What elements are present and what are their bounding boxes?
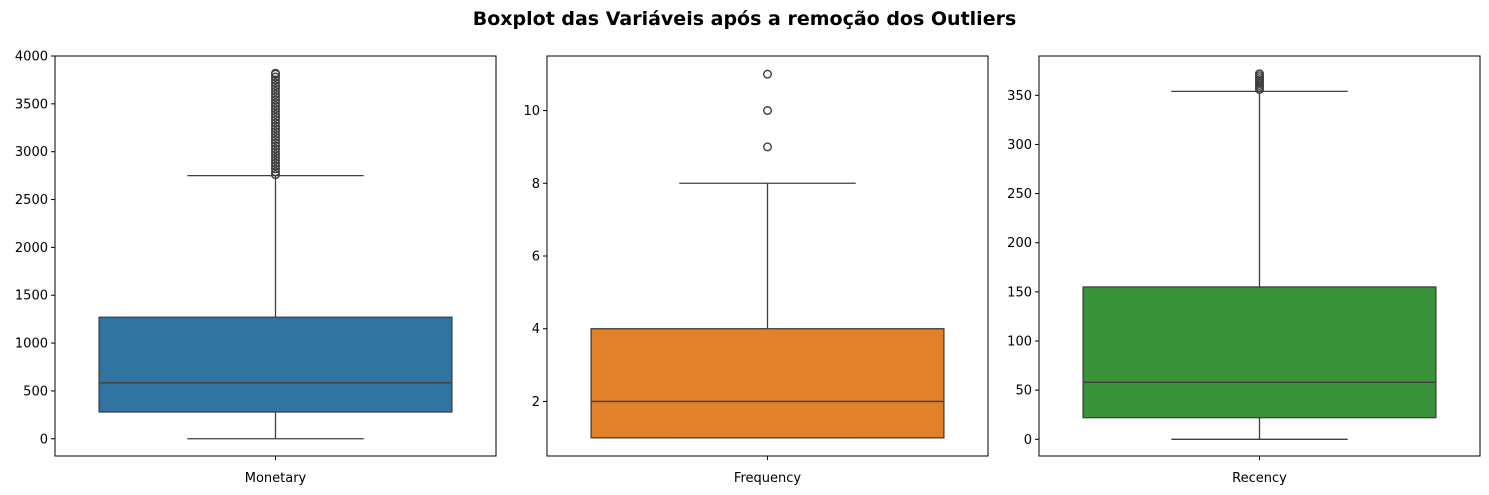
outlier-point: [271, 161, 281, 171]
outlier-point: [271, 170, 281, 180]
subplot-recency: 0 50 100 150 200 250 300 350 Recency: [1007, 55, 1481, 486]
outlier-point: [271, 104, 281, 114]
outlier-point: [1254, 69, 1264, 79]
outlier-point: [271, 129, 281, 139]
outlier-point: [271, 98, 281, 108]
figure-title: Boxplot das Variáveis após a remoção dos…: [472, 8, 1017, 30]
y-tick-label: 250: [1007, 187, 1032, 202]
x-tick-label: Frequency: [734, 471, 801, 486]
y-tick-label: 1000: [15, 337, 48, 352]
y-tick-label: 3500: [15, 97, 48, 112]
outlier-point: [271, 127, 281, 137]
outlier-point: [271, 115, 281, 125]
y-tick-label: 2: [532, 395, 540, 410]
y-tick-label: 4000: [15, 50, 48, 65]
outlier-point: [271, 138, 281, 148]
y-tick-label: 3000: [15, 145, 48, 160]
y-tick-label: 0: [40, 432, 48, 447]
outlier-point: [271, 78, 281, 88]
outlier-point: [271, 75, 281, 85]
y-tick-label: 50: [1015, 384, 1032, 399]
outlier-point: [271, 155, 281, 165]
y-tick-label: 300: [1007, 138, 1032, 153]
y-tick-label: 4: [532, 322, 540, 337]
outlier-point: [271, 158, 281, 168]
x-tick-label: Recency: [1232, 471, 1287, 486]
box-iqr: [1082, 286, 1437, 419]
y-tick-label: 500: [23, 384, 48, 399]
y-tick-label: 100: [1007, 335, 1032, 350]
outlier-point: [271, 89, 281, 99]
outlier-point: [271, 124, 281, 134]
outlier-point: [271, 112, 281, 122]
outlier-point: [271, 68, 281, 78]
outlier-point: [271, 147, 281, 157]
box-iqr: [98, 316, 453, 413]
outlier-point: [271, 135, 281, 145]
y-tick-label: 2000: [15, 241, 48, 256]
y-tick-label: 8: [532, 177, 540, 192]
outlier-point: [271, 121, 281, 131]
y-tick-label: 2500: [15, 193, 48, 208]
y-tick-label: 6: [532, 250, 540, 265]
outlier-point: [271, 86, 281, 96]
outlier-point: [271, 118, 281, 128]
outlier-point: [271, 132, 281, 142]
y-tick-label: 0: [1024, 433, 1032, 448]
outlier-point: [271, 101, 281, 111]
outlier-point: [763, 142, 773, 152]
y-tick-label: 1500: [15, 289, 48, 304]
y-tick-label: 200: [1007, 236, 1032, 251]
outlier-point: [271, 81, 281, 91]
outlier-point: [271, 144, 281, 154]
outlier-point: [763, 69, 773, 79]
outlier-point: [271, 109, 281, 119]
subplot-monetary: 0 500 1000 1500 2000 2500 3000 3500 4000 Monetary: [15, 50, 497, 486]
box-iqr: [590, 328, 945, 439]
x-tick-label: Monetary: [245, 471, 307, 486]
outlier-point: [271, 92, 281, 102]
outlier-point: [271, 167, 281, 177]
outlier-point: [271, 152, 281, 162]
outlier-point: [271, 141, 281, 151]
y-tick-label: 10: [523, 104, 540, 119]
outlier-point: [271, 72, 281, 82]
outlier-point: [271, 150, 281, 160]
outlier-point: [271, 164, 281, 174]
outlier-point: [271, 84, 281, 94]
subplot-frequency: 2 4 6 8 10 Frequency: [523, 55, 989, 486]
outlier-point: [271, 107, 281, 117]
outlier-point: [271, 95, 281, 105]
y-tick-label: 350: [1007, 89, 1032, 104]
outlier-point: [763, 106, 773, 116]
y-tick-label: 150: [1007, 285, 1032, 300]
